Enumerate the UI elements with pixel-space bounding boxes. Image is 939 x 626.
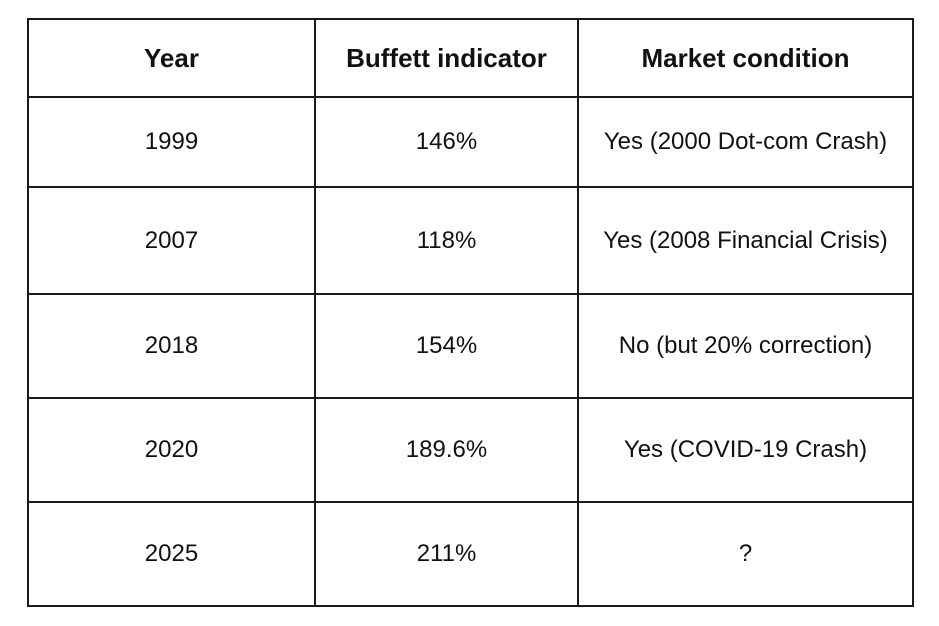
cell-year: 2025 xyxy=(27,501,316,607)
cell-market-condition: ? xyxy=(577,501,914,607)
cell-year: 2020 xyxy=(27,397,316,503)
table-row: 1999 146% Yes (2000 Dot-com Crash) xyxy=(27,96,914,188)
cell-market-condition: Yes (2000 Dot-com Crash) xyxy=(577,96,914,188)
cell-buffett-indicator: 146% xyxy=(314,96,579,188)
table-row: 2007 118% Yes (2008 Financial Crisis) xyxy=(27,186,914,295)
table-row: 2020 189.6% Yes (COVID-19 Crash) xyxy=(27,397,914,503)
cell-year: 1999 xyxy=(27,96,316,188)
buffett-indicator-table: Year Buffett indicator Market condition … xyxy=(27,18,914,607)
header-market-condition: Market condition xyxy=(577,18,914,98)
table-row: 2018 154% No (but 20% correction) xyxy=(27,293,914,399)
cell-buffett-indicator: 189.6% xyxy=(314,397,579,503)
cell-buffett-indicator: 154% xyxy=(314,293,579,399)
cell-market-condition: No (but 20% correction) xyxy=(577,293,914,399)
table-header-row: Year Buffett indicator Market condition xyxy=(27,18,914,98)
cell-market-condition: Yes (2008 Financial Crisis) xyxy=(577,186,914,295)
cell-buffett-indicator: 211% xyxy=(314,501,579,607)
header-buffett-indicator: Buffett indicator xyxy=(314,18,579,98)
cell-year: 2007 xyxy=(27,186,316,295)
cell-buffett-indicator: 118% xyxy=(314,186,579,295)
cell-year: 2018 xyxy=(27,293,316,399)
cell-market-condition: Yes (COVID-19 Crash) xyxy=(577,397,914,503)
table-row: 2025 211% ? xyxy=(27,501,914,607)
header-year: Year xyxy=(27,18,316,98)
